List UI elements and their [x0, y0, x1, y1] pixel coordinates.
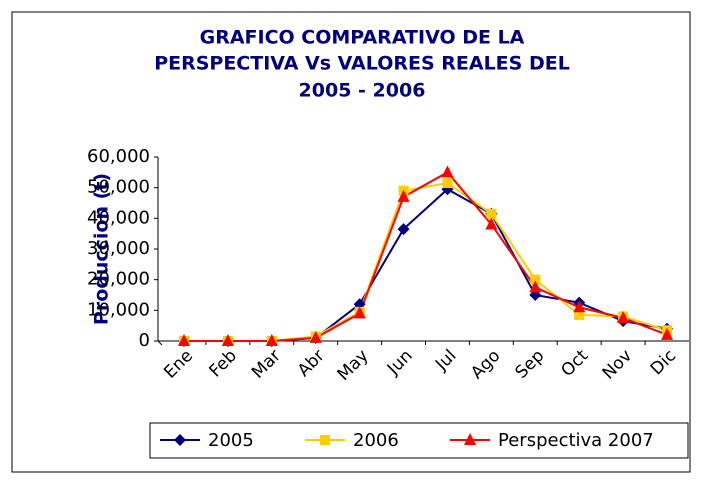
data-point	[177, 334, 190, 346]
chart-title: 2005 - 2006	[299, 80, 426, 102]
legend	[149, 422, 689, 459]
y-tick-label: 30,000	[87, 238, 150, 259]
legend-label: Perspectiva 2007	[498, 430, 654, 451]
series-line	[183, 171, 668, 342]
data-point	[486, 208, 497, 219]
y-tick-label: 50,000	[87, 177, 150, 198]
legend-label: 2005	[208, 430, 254, 451]
data-point	[397, 189, 410, 202]
y-tick-label: 0	[139, 330, 150, 351]
data-point	[485, 217, 498, 230]
data-point	[573, 300, 586, 313]
data-point	[221, 334, 234, 346]
chart-title: PERSPECTIVA Vs VALORES REALES DEL	[154, 53, 570, 75]
legend-label: 2006	[353, 430, 399, 451]
y-tick-label: 60,000	[87, 146, 150, 167]
chart-title: GRAFICO COMPARATIVO DE LA	[200, 27, 525, 49]
data-point	[441, 165, 454, 178]
data-point	[530, 274, 541, 285]
data-point	[661, 327, 674, 340]
legend-marker	[320, 435, 330, 445]
y-axis-label: Produccion (t)	[91, 173, 113, 325]
chart-frame	[11, 11, 691, 473]
data-point	[574, 309, 585, 320]
legend-marker	[464, 433, 476, 445]
x-tick	[157, 340, 163, 346]
data-point	[397, 223, 410, 236]
y-tick-label: 10,000	[87, 299, 150, 320]
y-tick-label: 40,000	[87, 207, 150, 228]
legend-marker	[174, 434, 186, 446]
data-point	[442, 178, 453, 189]
data-point	[265, 334, 278, 346]
data-point	[617, 311, 630, 323]
y-tick-label: 20,000	[87, 269, 150, 290]
data-point	[309, 330, 322, 343]
data-point	[353, 306, 366, 319]
data-point	[529, 280, 542, 293]
